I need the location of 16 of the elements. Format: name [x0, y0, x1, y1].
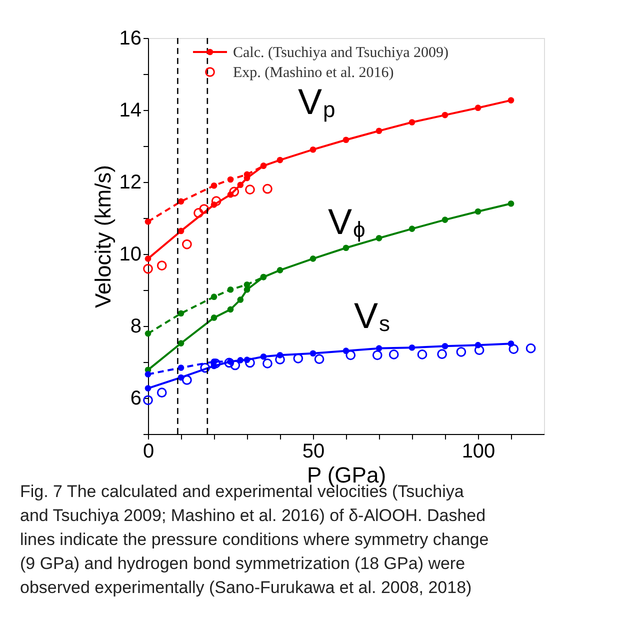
- x-tick-label: 100: [462, 440, 496, 462]
- annotation: Vp: [298, 81, 336, 122]
- y-axis-title: Velocity (km/s): [90, 164, 116, 308]
- legend-label: Calc. (Tsuchiya and Tsuchiya 2009): [233, 45, 448, 61]
- y-tick-label: 10: [119, 244, 142, 266]
- annotation: Vϕ: [328, 201, 366, 242]
- y-tick-label: 12: [119, 172, 142, 194]
- y-tick-label: 6: [130, 388, 142, 410]
- x-axis-title: P (GPa): [306, 462, 386, 488]
- annotation: Vs: [354, 295, 390, 336]
- y-tick-label: 16: [119, 28, 142, 50]
- x-tick-label: 0: [142, 440, 154, 462]
- y-tick-label: 8: [130, 316, 142, 338]
- y-tick-label: 14: [119, 100, 142, 122]
- legend-label: Exp. (Mashino et al. 2016): [233, 65, 394, 81]
- x-tick-label: 50: [302, 440, 325, 462]
